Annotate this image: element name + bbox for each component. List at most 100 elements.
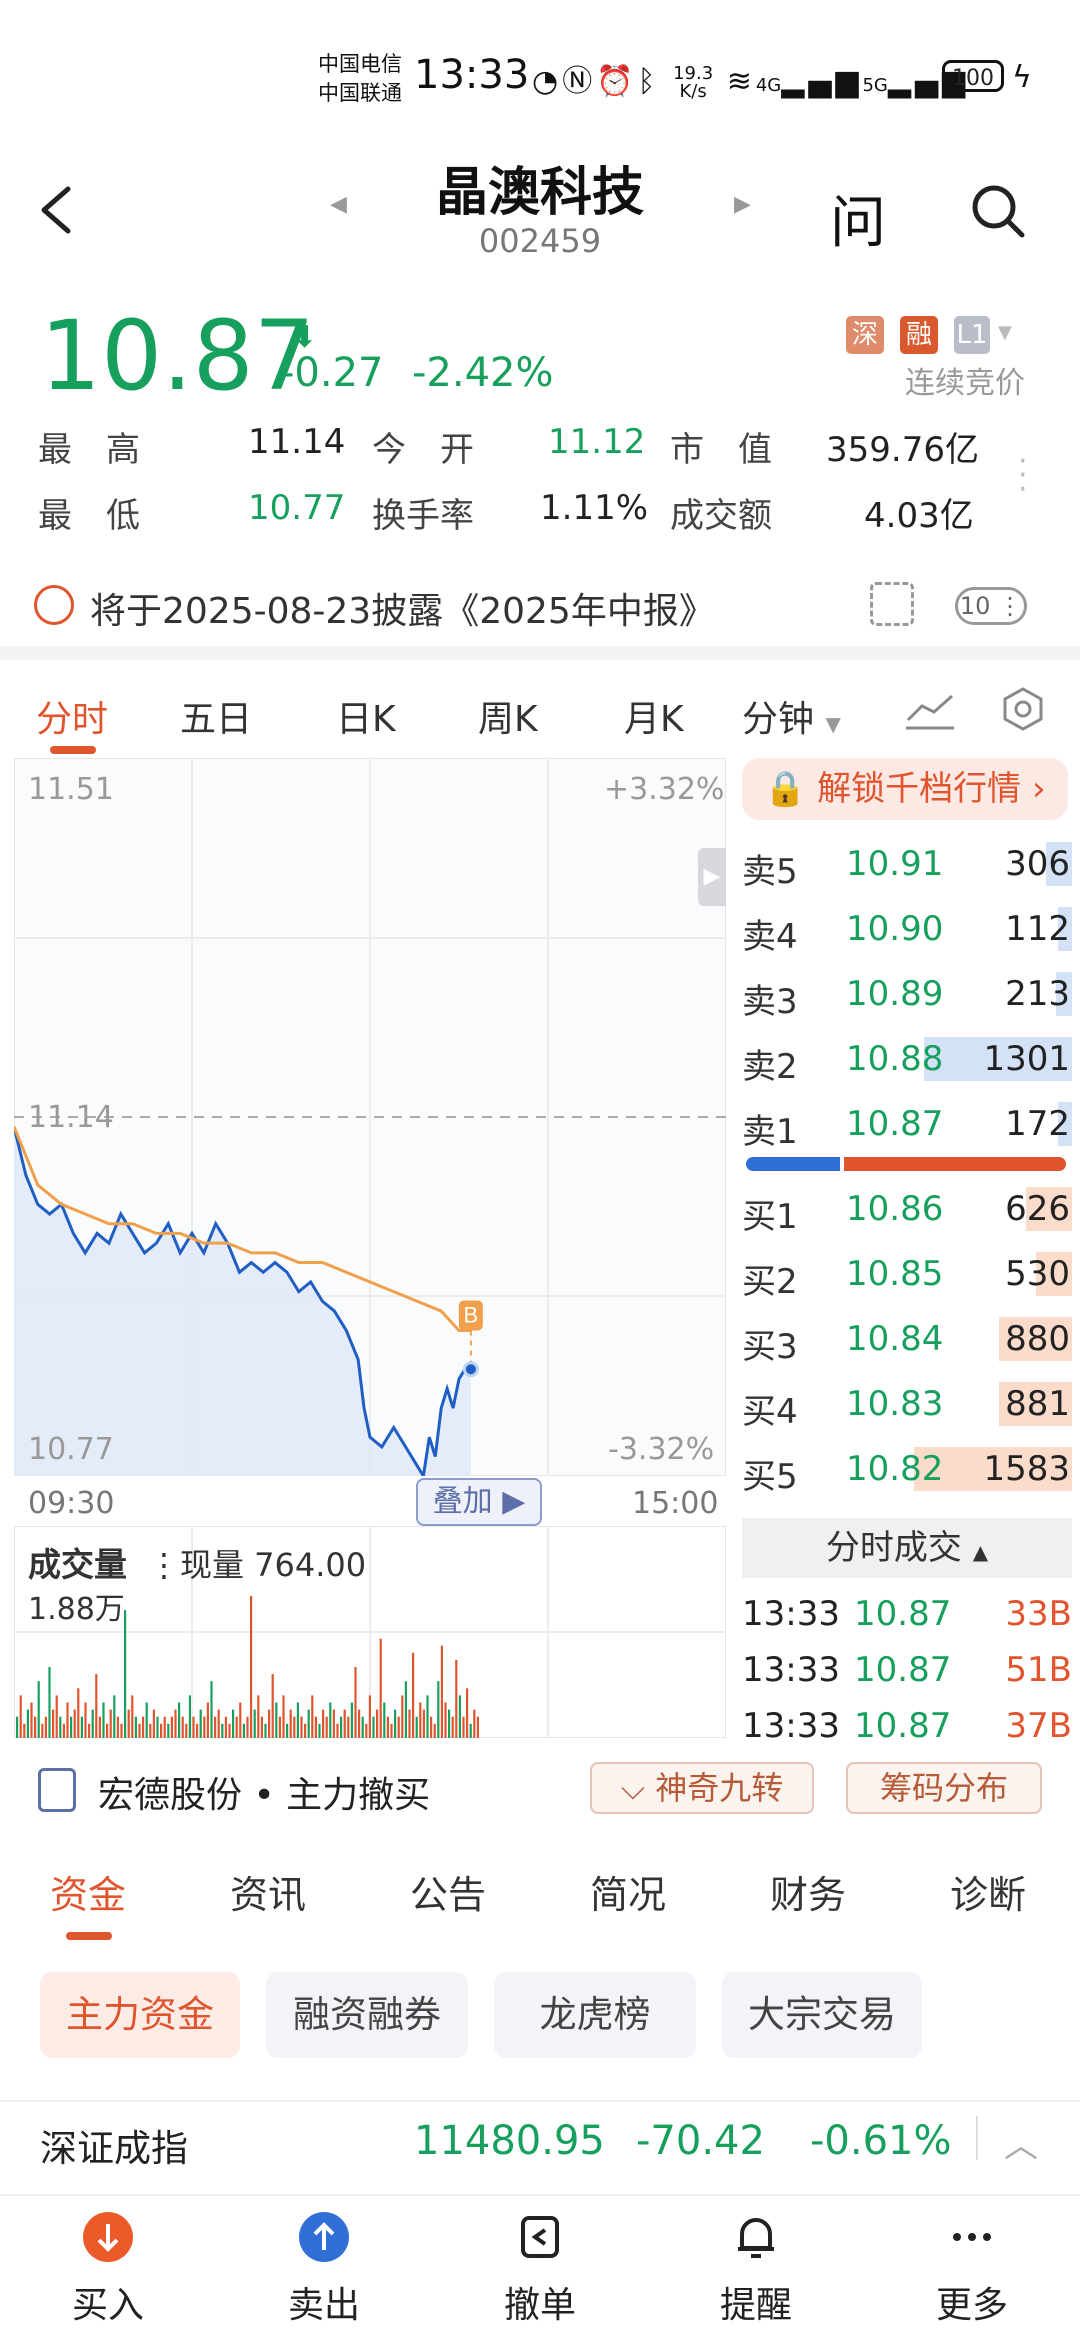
volume-bar: [116, 1716, 119, 1738]
chevron-up-icon[interactable]: ︿: [1004, 2126, 1038, 2166]
more-button[interactable]: 更多: [892, 2210, 1052, 2328]
volume-bar: [368, 1695, 371, 1738]
tab-intraday[interactable]: 分时: [36, 699, 109, 740]
x-start-label: 09:30: [28, 1486, 115, 1521]
volume-bar: [293, 1716, 296, 1738]
level-label: 卖1: [742, 1112, 798, 1152]
tab-news[interactable]: 资讯: [230, 1873, 307, 1917]
volume-bar: [55, 1695, 58, 1738]
next-stock-icon[interactable]: ▶: [734, 192, 751, 217]
settings-icon[interactable]: [1000, 686, 1046, 732]
volume-bar: [167, 1723, 170, 1738]
volume-bar: [422, 1709, 425, 1738]
level-qty: 1583: [983, 1449, 1070, 1489]
magic-nine-button[interactable]: ⌵ 神奇九转: [590, 1762, 814, 1814]
index-name: 深证成指: [40, 2127, 188, 2170]
volume-bar: [23, 1723, 26, 1738]
pct-top-label: +3.32%: [604, 772, 725, 807]
ratio-buy-segment: [746, 1157, 840, 1171]
volume-bar: [458, 1695, 461, 1738]
tab-financials[interactable]: 财务: [770, 1873, 847, 1917]
volume-bar: [239, 1702, 242, 1738]
depth-bar: [999, 1382, 1072, 1426]
index-change: -70.42: [636, 2118, 765, 2164]
back-arrow-icon[interactable]: [36, 185, 76, 235]
buy-sell-ratio-bar: [746, 1157, 1066, 1171]
trade-volume: 51B: [1005, 1650, 1072, 1690]
cancel-order-button[interactable]: 撤单: [460, 2210, 620, 2328]
indicator-icon[interactable]: [904, 690, 956, 730]
bluetooth-icon: ᛒ: [637, 64, 660, 99]
volume-bar: [440, 1645, 443, 1738]
ask-button[interactable]: 问: [830, 191, 886, 256]
trade-volume: 33B: [1005, 1594, 1072, 1634]
tab-monthly-k[interactable]: 月K: [624, 699, 684, 740]
volume-bar: [66, 1702, 69, 1738]
ask-level-4: 卖2 10.88 1301: [742, 1033, 1072, 1087]
volume-bar: [113, 1695, 116, 1738]
intraday-price-chart[interactable]: B: [14, 758, 726, 1476]
index-ticker-row[interactable]: [0, 2100, 1080, 2194]
tab-minute[interactable]: 分钟 ▼: [742, 699, 841, 740]
comment-count-badge[interactable]: 10 ⋮: [955, 587, 1027, 625]
more-vertical-icon[interactable]: · · ·: [1018, 444, 1028, 507]
volume-bar: [350, 1702, 353, 1738]
depth-bar: [1025, 1187, 1072, 1231]
sell-button[interactable]: 卖出: [244, 2210, 404, 2328]
unlock-depth-button[interactable]: 🔒 解锁千档行情 ›: [742, 758, 1068, 820]
volume-bar: [311, 1695, 314, 1738]
nfc-icon: Ⓝ: [562, 64, 597, 99]
subtab-main-funds[interactable]: 主力资金: [40, 1972, 240, 2058]
report-notice[interactable]: 将于2025-08-23披露《2025年中报》: [90, 591, 715, 632]
volume-bar: [106, 1723, 109, 1738]
chip-distribution-button[interactable]: 筹码分布: [846, 1762, 1042, 1814]
share-icon[interactable]: [870, 582, 914, 626]
x-end-label: 15:00: [632, 1486, 719, 1521]
nav-label: 撤单: [503, 2285, 576, 2326]
tab-5day[interactable]: 五日: [180, 699, 253, 740]
volume-bar: [289, 1709, 292, 1738]
subtab-dragon-tiger[interactable]: 龙虎榜: [494, 1972, 696, 2058]
volume-bar: [264, 1723, 267, 1738]
trades-header[interactable]: 分时成交 ▲: [742, 1518, 1072, 1578]
current-point: [465, 1364, 476, 1375]
tab-weekly-k[interactable]: 周K: [478, 699, 538, 740]
subtab-block-trade[interactable]: 大宗交易: [722, 1972, 922, 2058]
buy-button[interactable]: 买入: [28, 2210, 188, 2328]
volume-max-label: 1.88万: [28, 1592, 125, 1627]
margin-badge: 融: [900, 316, 938, 354]
volume-bar: [98, 1716, 101, 1738]
tab-profile[interactable]: 简况: [590, 1873, 667, 1917]
volume-bar: [271, 1674, 274, 1738]
tab-funds[interactable]: 资金: [50, 1873, 127, 1917]
depth-bar: [913, 1447, 1072, 1491]
bid-level-3: 买3 10.84 880: [742, 1313, 1072, 1367]
prev-stock-icon[interactable]: ◀: [330, 192, 347, 217]
trade-row: 13:33 10.87 51B: [742, 1646, 1072, 1698]
related-stock-row[interactable]: 宏德股份 • 主力撤买: [98, 1775, 431, 1816]
stat-label: 成交额: [670, 496, 772, 536]
volume-bar: [282, 1695, 285, 1738]
volume-bar: [466, 1688, 469, 1738]
volume-bar: [196, 1723, 199, 1738]
tab-diagnosis[interactable]: 诊断: [950, 1873, 1027, 1917]
volume-bar: [192, 1716, 195, 1738]
stat-label: 最 高: [38, 430, 140, 470]
tab-daily-k[interactable]: 日K: [336, 699, 396, 740]
network-1: 4G: [755, 75, 782, 96]
overlay-button[interactable]: 叠加 ▶: [416, 1478, 542, 1526]
level-qty: 172: [1005, 1104, 1070, 1144]
subtab-margin[interactable]: 融资融券: [266, 1972, 468, 2058]
volume-chart[interactable]: [14, 1526, 726, 1738]
alert-button[interactable]: 提醒: [676, 2210, 836, 2328]
expand-panel-icon[interactable]: ▶: [698, 848, 726, 906]
volume-bar: [160, 1723, 163, 1738]
volume-bar: [336, 1723, 339, 1738]
level-label: 卖3: [742, 982, 798, 1022]
tab-announcements[interactable]: 公告: [410, 1873, 487, 1917]
level-price: 10.84: [846, 1319, 944, 1359]
search-icon[interactable]: [970, 183, 1026, 239]
volume-bar: [318, 1723, 321, 1738]
volume-bar: [412, 1652, 415, 1738]
level-badge[interactable]: L1: [954, 316, 990, 354]
